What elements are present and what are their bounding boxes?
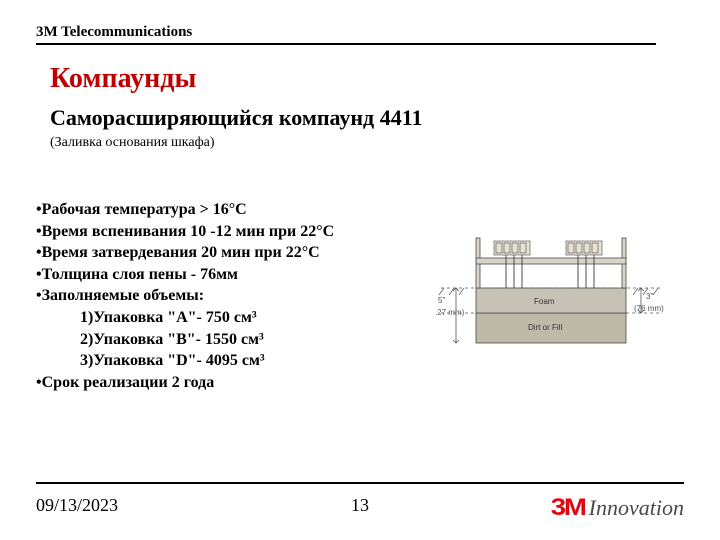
slide-subtitle: Саморасширяющийся компаунд 4411	[50, 105, 684, 131]
list-item: Время затвердевания 20 мин при 22°C	[36, 242, 416, 264]
list-item: Время вспенивания 10 -12 мин при 22°C	[36, 221, 416, 243]
dim-right: 3"	[646, 292, 653, 301]
list-subitem: 2)Упаковка "B"- 1550 см³	[36, 329, 416, 351]
slide: 3M Telecommunications Компаунды Саморасш…	[0, 0, 720, 540]
list-item: Срок реализации 2 года	[36, 372, 416, 394]
list-subitem: 1)Упаковка "A"- 750 см³	[36, 307, 416, 329]
footer-logo: 3M Innovation	[553, 494, 684, 522]
dim-left: 5"	[438, 296, 445, 305]
list-item: Рабочая температура > 16°C	[36, 199, 416, 221]
slide-title: Компаунды	[50, 63, 684, 95]
bullet-text: 3)Упаковка "D"- 4095 см³	[80, 352, 265, 369]
slide-subnote: (Заливка основания шкафа)	[50, 135, 684, 151]
list-item: Заполняемые объемы:	[36, 285, 416, 307]
foam-label: Foam	[534, 297, 555, 306]
list-item: Толщина слоя пены - 76мм	[36, 264, 416, 286]
bullet-text: Толщина слоя пены - 76мм	[42, 266, 238, 283]
dirt-label: Dirt or Fill	[528, 323, 562, 332]
body-area: Рабочая температура > 16°C Время вспенив…	[36, 199, 684, 393]
dim-right-mm: (76 mm)	[634, 304, 664, 313]
bullet-text: 2)Упаковка "B"- 1550 см³	[80, 331, 264, 348]
logo-innovation-word: Innovation	[589, 495, 684, 521]
logo-3m-mark: 3M	[551, 494, 585, 522]
dim-left-mm: (127 mm)	[436, 308, 465, 317]
header-brand: 3M Telecommunications	[36, 24, 656, 45]
bullet-text: Время вспенивания 10 -12 мин при 22°C	[42, 223, 335, 240]
bullet-text: Заполняемые объемы:	[42, 287, 204, 304]
bullet-text: Время затвердевания 20 мин при 22°C	[42, 244, 320, 261]
footer-rule	[36, 482, 684, 484]
list-subitem: 3)Упаковка "D"- 4095 см³	[36, 350, 416, 372]
footer-date: 09/13/2023	[36, 495, 118, 516]
bullet-text: Рабочая температура > 16°C	[42, 201, 247, 218]
bullet-text: Срок реализации 2 года	[42, 374, 215, 391]
footer-page-number: 13	[351, 495, 369, 516]
bullet-list: Рабочая температура > 16°C Время вспенив…	[36, 199, 416, 393]
bullet-text: 1)Упаковка "A"- 750 см³	[80, 309, 257, 326]
cross-section-diagram: 5" (127 mm) 3" (76 mm) Foam Dirt or Fill	[436, 203, 666, 363]
